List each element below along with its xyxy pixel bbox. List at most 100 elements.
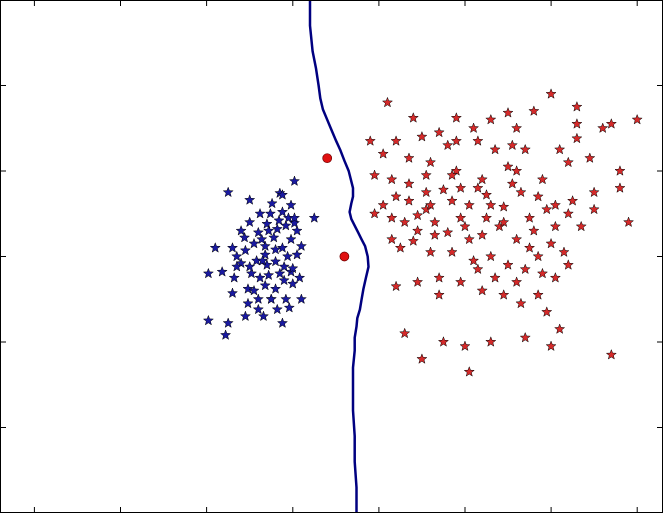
red-star-point xyxy=(386,173,398,185)
blue-star-point xyxy=(263,224,275,236)
red-star-point xyxy=(368,169,381,181)
red-star-point xyxy=(450,165,462,176)
blue-star-point xyxy=(276,317,289,328)
red-star-point xyxy=(364,135,376,146)
red-star-point xyxy=(442,226,454,238)
red-star-point xyxy=(545,237,557,249)
red-star-point xyxy=(390,280,402,292)
blue-star-point xyxy=(271,303,283,315)
circle-point xyxy=(339,251,350,262)
red-star-point xyxy=(459,340,471,352)
blue-star-point xyxy=(252,226,264,238)
blue-star-point xyxy=(248,237,260,249)
data-points-layer xyxy=(202,88,643,377)
red-star-point xyxy=(480,212,493,223)
red-star-point xyxy=(597,122,609,134)
red-star-point xyxy=(588,203,600,215)
blue-star-point xyxy=(266,197,278,209)
red-star-point xyxy=(498,289,510,300)
red-star-point xyxy=(523,242,536,253)
red-star-point xyxy=(472,263,484,275)
blue-star-point xyxy=(259,248,271,260)
blue-star-point xyxy=(283,301,295,313)
red-star-point xyxy=(554,323,566,334)
red-star-point xyxy=(562,207,574,219)
red-star-point xyxy=(433,126,445,138)
red-star-point xyxy=(455,182,467,193)
blue-star-point xyxy=(219,329,232,340)
red-star-point xyxy=(545,340,557,352)
red-star-point xyxy=(536,267,549,279)
red-star-point xyxy=(476,284,488,296)
blue-star-point xyxy=(291,248,303,260)
blue-star-point xyxy=(254,271,266,283)
blue-star-point xyxy=(259,279,271,291)
red-star-point xyxy=(545,88,557,99)
red-star-point xyxy=(506,177,518,189)
red-star-point xyxy=(506,139,518,151)
red-star-point xyxy=(403,152,415,163)
red-star-point xyxy=(407,112,419,123)
blue-star-point xyxy=(308,212,320,223)
blue-star-point xyxy=(254,207,266,219)
red-star-point xyxy=(519,263,531,275)
blue-star-point xyxy=(285,233,297,245)
blue-star-point xyxy=(257,310,270,322)
blue-star-point xyxy=(291,224,303,236)
blue-star-point xyxy=(294,271,306,283)
red-star-point xyxy=(528,224,540,236)
red-star-point xyxy=(446,195,458,206)
red-star-point xyxy=(614,182,626,193)
red-star-point xyxy=(562,156,574,168)
red-star-point xyxy=(416,353,428,364)
blue-star-point xyxy=(216,265,228,277)
red-star-point xyxy=(420,186,432,198)
blue-star-point xyxy=(259,240,271,252)
red-star-point xyxy=(424,199,437,210)
red-star-point xyxy=(450,135,462,146)
blue-star-point xyxy=(288,175,301,187)
red-star-point xyxy=(571,100,583,112)
red-star-point xyxy=(502,160,514,172)
red-star-point xyxy=(381,96,394,108)
red-star-point xyxy=(485,250,497,262)
blue-star-point xyxy=(278,260,290,272)
blue-star-point xyxy=(265,293,277,305)
red-star-point xyxy=(605,118,617,129)
red-star-point xyxy=(403,195,415,206)
blue-star-point xyxy=(222,186,234,198)
red-star-point xyxy=(498,200,510,212)
blue-star-point xyxy=(274,267,286,279)
red-star-point xyxy=(575,220,587,232)
red-star-point xyxy=(386,233,398,245)
red-star-point xyxy=(442,139,454,151)
red-star-point xyxy=(433,289,445,300)
red-star-point xyxy=(455,212,467,223)
red-star-point xyxy=(424,246,437,258)
blue-star-point xyxy=(226,287,239,299)
red-star-point xyxy=(399,216,411,228)
red-star-point xyxy=(480,189,493,200)
blue-star-point xyxy=(288,212,301,223)
red-star-point xyxy=(502,106,514,118)
blue-star-point xyxy=(271,223,283,234)
red-star-point xyxy=(463,366,475,377)
red-star-point xyxy=(558,246,570,258)
blue-star-point xyxy=(202,267,214,279)
red-star-point xyxy=(502,259,514,270)
red-star-point xyxy=(614,165,626,176)
blue-star-point xyxy=(239,310,252,322)
red-star-point xyxy=(403,177,415,189)
red-star-point xyxy=(511,122,523,134)
red-star-point xyxy=(472,135,484,146)
blue-star-point xyxy=(295,293,307,305)
blue-star-point xyxy=(239,244,252,256)
red-star-point xyxy=(541,203,553,215)
red-star-point xyxy=(420,169,432,181)
red-star-point xyxy=(622,216,635,228)
red-star-point xyxy=(399,327,411,339)
blue-star-point xyxy=(285,199,297,210)
blue-star-point xyxy=(238,231,251,243)
